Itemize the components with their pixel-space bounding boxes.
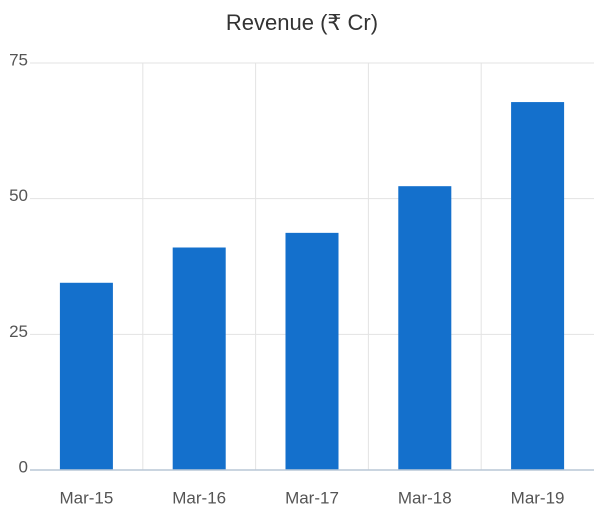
y-tick-label: 25	[9, 322, 28, 341]
x-tick-label: Mar-18	[398, 488, 452, 507]
bar	[511, 102, 565, 471]
x-tick-label: Mar-15	[59, 488, 113, 507]
bar	[285, 232, 339, 470]
y-tick-label: 75	[9, 50, 28, 69]
x-tick-label: Mar-16	[172, 488, 226, 507]
y-tick-label: 0	[19, 457, 28, 476]
x-tick-label: Mar-17	[285, 488, 339, 507]
x-tick-label: Mar-19	[511, 488, 565, 507]
y-tick-label: 50	[9, 186, 28, 205]
bar	[398, 186, 452, 470]
bar	[172, 247, 226, 470]
chart-title: Revenue (₹ Cr)	[226, 10, 378, 35]
bar	[59, 282, 113, 470]
